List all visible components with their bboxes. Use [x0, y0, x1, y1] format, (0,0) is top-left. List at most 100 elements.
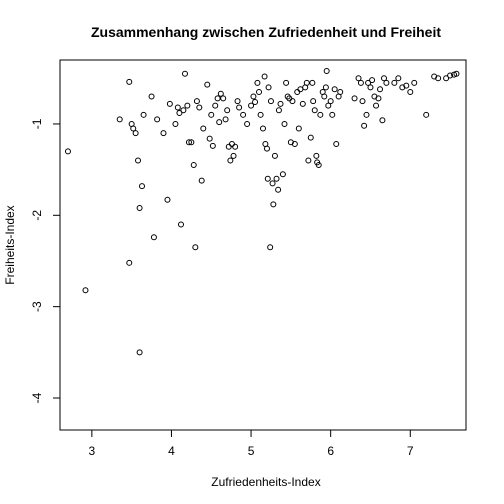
- data-point: [317, 111, 324, 118]
- x-tick-label: 4: [168, 444, 175, 458]
- data-point: [256, 88, 263, 95]
- data-point: [214, 95, 221, 102]
- data-point: [377, 86, 384, 93]
- data-point: [303, 79, 310, 86]
- data-point: [154, 116, 161, 123]
- data-point: [333, 141, 340, 148]
- data-point: [363, 111, 370, 118]
- data-point: [126, 78, 133, 85]
- data-point: [355, 75, 362, 82]
- data-point: [284, 93, 291, 100]
- chart-title: Zusammenhang zwischen Zufriedenheit und …: [91, 24, 441, 40]
- data-point: [369, 77, 376, 84]
- data-point: [130, 125, 137, 132]
- data-point: [291, 141, 298, 148]
- data-point: [174, 104, 181, 111]
- data-point: [227, 157, 234, 164]
- data-point: [411, 79, 418, 86]
- data-point: [295, 125, 302, 132]
- data-point: [181, 70, 188, 77]
- data-point: [224, 107, 231, 114]
- x-axis-label: Zufriedenheits-Index: [211, 475, 320, 489]
- y-tick-label: -2: [30, 210, 44, 221]
- data-point: [361, 122, 368, 129]
- data-point: [264, 175, 271, 182]
- data-point: [383, 79, 390, 86]
- data-point: [365, 79, 372, 86]
- data-point: [297, 86, 304, 93]
- data-point: [166, 100, 173, 107]
- data-point: [254, 79, 261, 86]
- data-point: [275, 186, 282, 193]
- data-point: [391, 79, 398, 86]
- data-point: [198, 177, 205, 184]
- data-point: [126, 259, 133, 266]
- data-point: [135, 157, 142, 164]
- data-point: [447, 72, 454, 79]
- data-point: [234, 98, 241, 105]
- data-point: [379, 117, 386, 124]
- data-point: [82, 287, 89, 294]
- y-tick-label: -3: [30, 301, 44, 312]
- data-point: [263, 145, 270, 152]
- data-point: [305, 157, 312, 164]
- data-point: [373, 102, 380, 109]
- data-point: [260, 125, 266, 132]
- y-tick-label: -4: [30, 392, 44, 403]
- data-point: [176, 109, 183, 116]
- data-point: [236, 104, 243, 111]
- data-point: [252, 99, 259, 106]
- data-point: [329, 111, 336, 118]
- data-point: [193, 98, 200, 105]
- x-tick-label: 3: [88, 444, 95, 458]
- data-point: [180, 107, 187, 114]
- y-tick-label: -1: [30, 118, 44, 129]
- data-point: [323, 67, 330, 74]
- data-point: [148, 93, 155, 100]
- data-point: [244, 120, 251, 127]
- data-point: [172, 120, 179, 127]
- data-point: [283, 79, 290, 86]
- data-point: [325, 102, 332, 109]
- data-point: [299, 100, 306, 107]
- data-point: [443, 75, 450, 82]
- data-point: [216, 119, 223, 126]
- data-point: [281, 120, 288, 127]
- data-point: [208, 111, 215, 118]
- data-point: [267, 244, 274, 251]
- data-point: [277, 100, 284, 107]
- y-axis-label: Freiheits-Index: [3, 205, 17, 284]
- data-point: [327, 98, 334, 105]
- data-point: [116, 116, 123, 123]
- data-point: [395, 75, 402, 82]
- data-point: [294, 88, 301, 95]
- x-tick-label: 5: [248, 444, 255, 458]
- data-point: [232, 143, 239, 150]
- data-point: [225, 143, 232, 150]
- plot-frame: [59, 59, 467, 431]
- data-point: [200, 125, 207, 132]
- data-point: [453, 70, 460, 77]
- data-point: [337, 88, 344, 95]
- data-point: [310, 98, 317, 105]
- data-point: [311, 107, 318, 114]
- data-point: [315, 162, 322, 169]
- data-point: [160, 130, 167, 137]
- data-points: [64, 67, 460, 356]
- data-point: [132, 130, 139, 137]
- data-point: [435, 75, 442, 82]
- data-point: [267, 98, 274, 105]
- data-point: [271, 152, 278, 159]
- x-axis: 3 4 5 6 7: [88, 430, 414, 458]
- data-point: [261, 73, 268, 80]
- data-point: [273, 175, 280, 182]
- data-point: [269, 180, 276, 187]
- data-point: [381, 75, 388, 82]
- data-point: [240, 111, 247, 118]
- data-point: [248, 102, 255, 109]
- data-point: [138, 183, 145, 190]
- data-point: [257, 111, 264, 118]
- data-point: [209, 142, 216, 149]
- data-point: [228, 141, 235, 148]
